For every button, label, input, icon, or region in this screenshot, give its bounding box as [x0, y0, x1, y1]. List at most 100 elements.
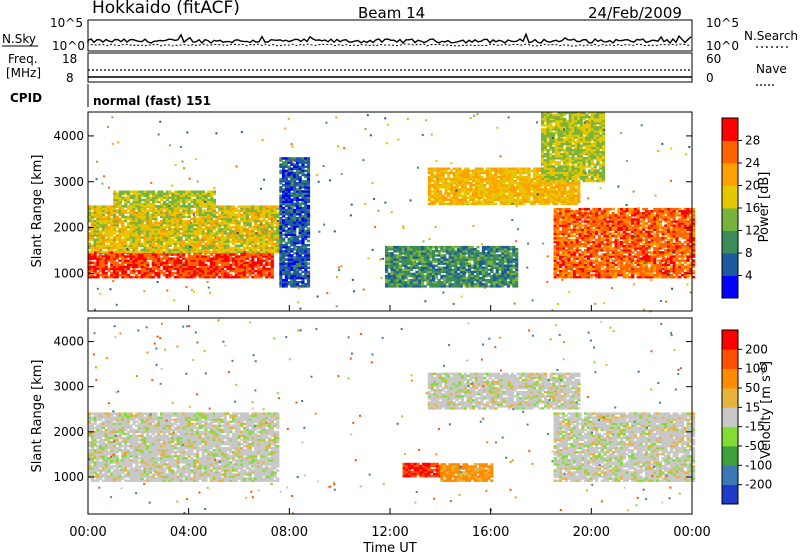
heatmap-cell — [223, 261, 227, 264]
heatmap-cell — [270, 215, 274, 219]
heatmap-cell — [88, 228, 92, 231]
heatmap-cell — [226, 234, 230, 237]
heatmap-cell — [262, 226, 266, 229]
heatmap-cell — [118, 263, 122, 267]
heatmap-cell — [207, 255, 211, 258]
heatmap-cell — [243, 253, 247, 256]
heatmap-cell — [568, 182, 573, 185]
heatmap-cell — [273, 207, 277, 210]
heatmap-cell — [104, 215, 108, 219]
heatmap-cell — [176, 263, 180, 267]
heatmap-cell — [218, 246, 222, 250]
heatmap-cell — [148, 255, 153, 258]
heatmap-cell — [126, 217, 130, 221]
heatmap-cell — [151, 204, 156, 208]
heatmap-cell — [279, 200, 283, 203]
heatmap-cell — [135, 263, 139, 267]
heatmap-cell — [232, 205, 236, 208]
heatmap-cell — [129, 257, 133, 260]
heatmap-cell — [184, 263, 189, 267]
heatmap-cell — [248, 273, 252, 277]
heatmap-cell — [138, 202, 142, 206]
heatmap-cell — [173, 215, 177, 219]
heatmap-cell — [129, 275, 133, 279]
heatmap-cell — [135, 234, 139, 237]
heatmap-cell — [218, 213, 222, 217]
heatmap-cell — [415, 270, 419, 274]
heatmap-cell — [93, 251, 97, 254]
heatmap-cell — [284, 198, 288, 201]
heatmap-cell — [135, 202, 139, 206]
heatmap-cell — [176, 246, 180, 250]
heatmap-cell — [204, 226, 208, 229]
heatmap-cell — [290, 256, 294, 259]
heatmap-cell — [176, 198, 180, 202]
heatmap-cell — [199, 204, 203, 208]
heatmap-cell — [110, 205, 114, 208]
heatmap-cell — [171, 211, 175, 214]
heatmap-cell — [160, 271, 164, 275]
heatmap-cell — [270, 263, 274, 267]
heatmap-cell — [171, 253, 175, 256]
heatmap-cell — [168, 236, 172, 239]
heatmap-cell — [232, 207, 236, 210]
heatmap-cell — [173, 265, 177, 269]
heatmap-cell — [487, 245, 491, 249]
heatmap-cell — [193, 223, 197, 227]
heatmap-cell — [173, 217, 177, 221]
heatmap-cell — [190, 194, 194, 198]
heatmap-cell — [267, 248, 272, 252]
heatmap-cell — [245, 207, 249, 210]
heatmap-cell — [101, 261, 105, 264]
heatmap-cell — [149, 198, 153, 202]
noise-traces — [87, 32, 692, 47]
heatmap-cell — [240, 244, 244, 247]
heatmap-cell — [248, 234, 252, 237]
heatmap-cell — [226, 259, 230, 262]
heatmap-cell — [143, 240, 147, 243]
heatmap-cell — [184, 226, 189, 229]
heatmap-cell — [165, 230, 169, 233]
heatmap-cell — [140, 223, 144, 227]
heatmap-cell — [88, 209, 92, 212]
heatmap-cell — [112, 236, 117, 239]
heatmap-cell — [110, 246, 114, 250]
heatmap-cell — [284, 163, 288, 166]
heatmap-cell — [118, 196, 122, 200]
heatmap-cell — [132, 215, 136, 219]
heatmap-cell — [220, 219, 225, 223]
heatmap-cell — [279, 163, 283, 166]
heatmap-cell — [99, 219, 103, 223]
heatmap-cell — [148, 236, 153, 239]
heatmap-cell — [154, 200, 158, 204]
heatmap-cell — [223, 228, 227, 231]
heatmap-cell — [220, 209, 225, 212]
heatmap-cell — [160, 204, 164, 208]
heatmap-cell — [93, 205, 97, 208]
heatmap-cell — [284, 254, 288, 257]
heatmap-cell — [485, 188, 490, 191]
heatmap-cell — [284, 258, 288, 261]
heatmap-cell — [101, 273, 105, 277]
heatmap-cell — [137, 226, 141, 229]
heatmap-cell — [196, 221, 200, 225]
heatmap-cell — [267, 267, 272, 271]
heatmap-cell — [207, 202, 211, 206]
heatmap-cell — [232, 240, 236, 243]
heatmap-cell — [259, 250, 263, 254]
heatmap-cell — [193, 257, 197, 260]
beam-title: Beam 14 — [358, 4, 425, 22]
heatmap-cell — [165, 190, 169, 193]
heatmap-cell — [290, 281, 294, 284]
heatmap-cell — [306, 262, 311, 265]
heatmap-cell — [265, 228, 269, 231]
heatmap-cell — [176, 228, 180, 231]
heatmap-cell — [284, 278, 288, 282]
heatmap-cell — [207, 236, 211, 239]
heatmap-cell — [171, 261, 175, 264]
heatmap-cell — [447, 198, 451, 201]
heatmap-cell — [245, 275, 249, 279]
heatmap-cell — [104, 223, 108, 227]
heatmap-cell — [118, 217, 122, 221]
heatmap-cell — [165, 242, 169, 245]
